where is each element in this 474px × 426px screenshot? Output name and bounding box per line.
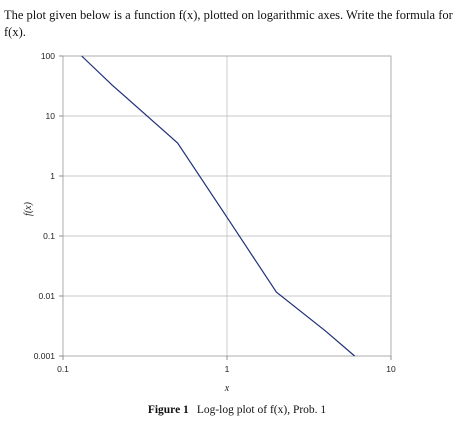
tick-marks: [59, 55, 392, 360]
grid-lines: [63, 56, 391, 356]
figure-label: Figure 1: [147, 404, 189, 416]
figure-caption-text: Log-log plot of f(x), Prob. 1: [196, 404, 327, 416]
y-tick-label: 1: [50, 171, 55, 181]
figure-caption: Figure 1 Log-log plot of f(x), Prob. 1: [0, 404, 474, 416]
y-tick-labels: 0.001 0.01 0.1 1 10 100: [34, 51, 56, 361]
x-tick-label: 10: [386, 364, 396, 374]
x-axis-title: x: [224, 383, 230, 394]
x-tick-label: 0.1: [57, 364, 69, 374]
y-tick-label: 0.001: [34, 351, 56, 361]
y-tick-label: 10: [46, 111, 56, 121]
x-tick-labels: 0.1 1 10: [57, 364, 396, 374]
y-tick-label: 100: [41, 51, 55, 61]
y-tick-label: 0.1: [43, 231, 55, 241]
y-tick-label: 0.01: [38, 291, 55, 301]
y-axis-title: f(x): [23, 201, 34, 216]
problem-statement: The plot given below is a function f(x),…: [4, 8, 453, 39]
x-tick-label: 1: [225, 364, 230, 374]
function-line: [81, 55, 356, 357]
